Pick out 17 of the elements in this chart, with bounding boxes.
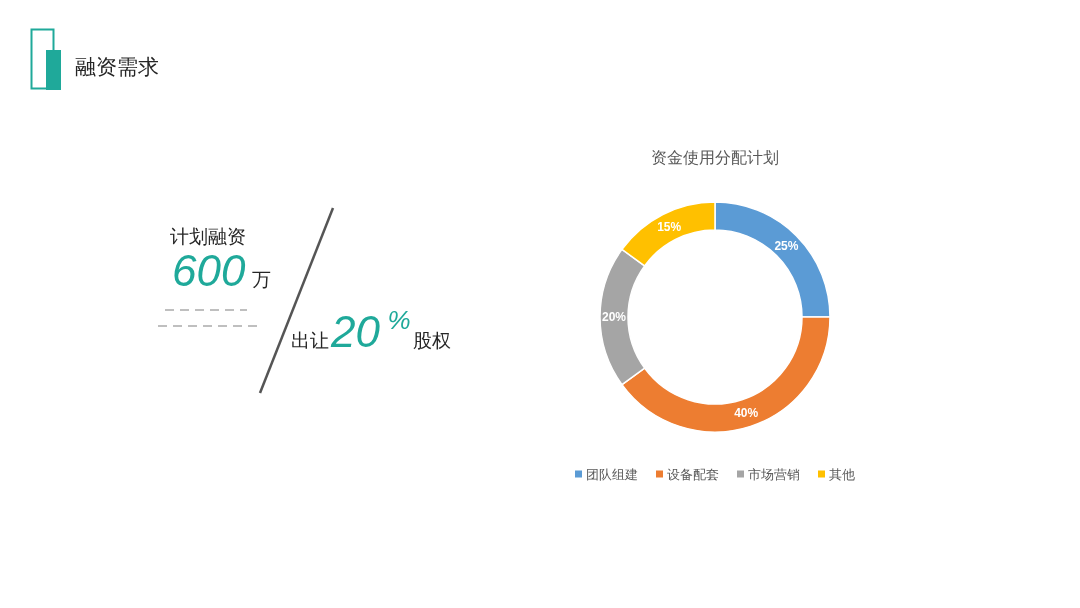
legend-label: 设备配套	[667, 466, 719, 482]
text: 出让	[291, 330, 329, 351]
text: 计划融资	[170, 226, 246, 247]
text: 万	[251, 269, 271, 290]
text: 20	[330, 307, 381, 356]
data-label: 20%	[601, 310, 627, 324]
text: 600	[172, 246, 246, 295]
text: 融资需求	[75, 55, 159, 78]
legend-label: 市场营销	[748, 466, 800, 482]
legend-label: 团队组建	[586, 466, 638, 482]
data-label: 25%	[774, 238, 799, 253]
data-label: 40%	[734, 406, 759, 421]
legend-label: 其他	[829, 466, 855, 482]
text: 股权	[412, 330, 451, 351]
text: %	[387, 305, 411, 335]
data-label: 15%	[657, 220, 682, 235]
chart-title: 资金使用分配计划	[651, 149, 779, 166]
